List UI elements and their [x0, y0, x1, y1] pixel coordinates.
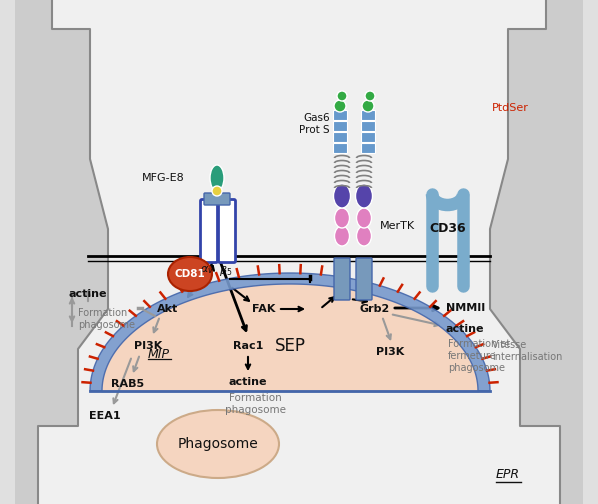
Text: EEA1: EEA1	[89, 411, 121, 421]
Text: Rac1: Rac1	[233, 341, 263, 351]
Polygon shape	[490, 0, 583, 504]
Text: PI3K: PI3K	[376, 347, 404, 357]
Text: EPR: EPR	[496, 468, 520, 480]
Text: Formation
phagosome: Formation phagosome	[224, 393, 285, 415]
Text: CD36: CD36	[430, 221, 466, 234]
Text: MFG-E8: MFG-E8	[142, 173, 185, 183]
Text: Vitesse
internalisation: Vitesse internalisation	[492, 340, 562, 362]
Text: RAB5: RAB5	[111, 379, 145, 389]
FancyBboxPatch shape	[334, 110, 347, 120]
Ellipse shape	[157, 410, 279, 478]
Text: actine: actine	[446, 324, 484, 334]
Ellipse shape	[337, 91, 347, 101]
FancyBboxPatch shape	[200, 200, 218, 263]
Text: MIP: MIP	[148, 347, 170, 360]
Ellipse shape	[212, 186, 222, 196]
FancyBboxPatch shape	[362, 133, 376, 143]
Ellipse shape	[365, 91, 375, 101]
Ellipse shape	[168, 257, 212, 291]
Ellipse shape	[334, 208, 349, 228]
Text: Grb2: Grb2	[360, 304, 390, 314]
FancyBboxPatch shape	[334, 121, 347, 132]
Text: PtdSer: PtdSer	[492, 103, 529, 113]
FancyBboxPatch shape	[362, 144, 376, 154]
Text: Akt: Akt	[157, 304, 179, 314]
FancyBboxPatch shape	[334, 258, 350, 300]
Text: Gas6
Prot S: Gas6 Prot S	[300, 113, 330, 135]
FancyBboxPatch shape	[362, 110, 376, 120]
Text: Phagosome: Phagosome	[178, 437, 258, 451]
Polygon shape	[102, 284, 478, 391]
Text: $\alpha_v$: $\alpha_v$	[200, 264, 214, 276]
Ellipse shape	[334, 184, 350, 208]
Text: actine: actine	[229, 377, 267, 387]
FancyBboxPatch shape	[218, 200, 236, 263]
Ellipse shape	[334, 226, 349, 246]
Text: Formation et
fermeture
phagosome: Formation et fermeture phagosome	[448, 339, 510, 372]
FancyBboxPatch shape	[334, 144, 347, 154]
FancyBboxPatch shape	[356, 258, 372, 300]
Text: $\beta_5$: $\beta_5$	[219, 264, 233, 278]
Text: actine: actine	[69, 289, 107, 299]
Text: SEP: SEP	[274, 337, 306, 355]
Ellipse shape	[334, 100, 346, 112]
Text: CD81: CD81	[175, 269, 205, 279]
FancyBboxPatch shape	[362, 121, 376, 132]
Ellipse shape	[362, 100, 374, 112]
Ellipse shape	[356, 208, 371, 228]
Ellipse shape	[356, 226, 371, 246]
Text: Formation
phagosome: Formation phagosome	[78, 308, 135, 330]
Text: PI3K: PI3K	[134, 341, 162, 351]
FancyBboxPatch shape	[204, 193, 230, 205]
Text: MerTK: MerTK	[380, 221, 415, 231]
Ellipse shape	[355, 184, 373, 208]
Polygon shape	[15, 0, 108, 504]
FancyBboxPatch shape	[334, 133, 347, 143]
Polygon shape	[90, 273, 490, 391]
Ellipse shape	[210, 165, 224, 191]
Text: NMMII: NMMII	[446, 303, 485, 313]
Text: FAK: FAK	[252, 304, 276, 314]
